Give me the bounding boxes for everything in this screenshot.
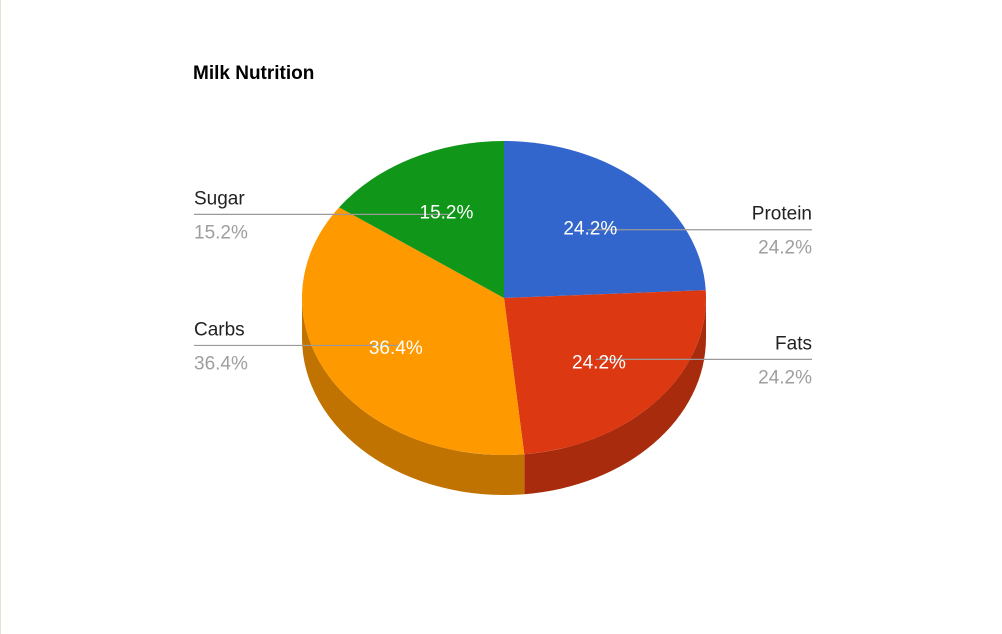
legend-label-protein: Protein (752, 204, 812, 225)
legend-pct-carbs: 36.4% (194, 353, 248, 374)
slice-pct-label-sugar: 15.2% (420, 203, 474, 224)
pie-side-carbs (302, 298, 525, 495)
chart-title: Milk Nutrition (193, 63, 315, 84)
legend-pct-fats: 24.2% (758, 367, 812, 388)
legend-pct-protein: 24.2% (758, 238, 812, 259)
legend-label-sugar: Sugar (194, 188, 245, 209)
legend-label-carbs: Carbs (194, 319, 245, 340)
left-border (0, 0, 1, 634)
slice-pct-label-fats: 24.2% (572, 352, 626, 373)
pie-side-walls (302, 298, 706, 495)
slice-pct-label-carbs: 36.4% (369, 338, 423, 359)
pie-slice-sugar[interactable] (339, 141, 504, 298)
pie-slice-protein[interactable] (504, 141, 706, 298)
legend-label-fats: Fats (775, 333, 812, 354)
legend-pct-sugar: 15.2% (194, 222, 248, 243)
pie-slice-fats[interactable] (504, 290, 706, 455)
pie-slice-carbs[interactable] (301, 207, 525, 456)
slice-pct-label-protein: 24.2% (563, 218, 617, 239)
pie-side-fats (524, 298, 706, 495)
